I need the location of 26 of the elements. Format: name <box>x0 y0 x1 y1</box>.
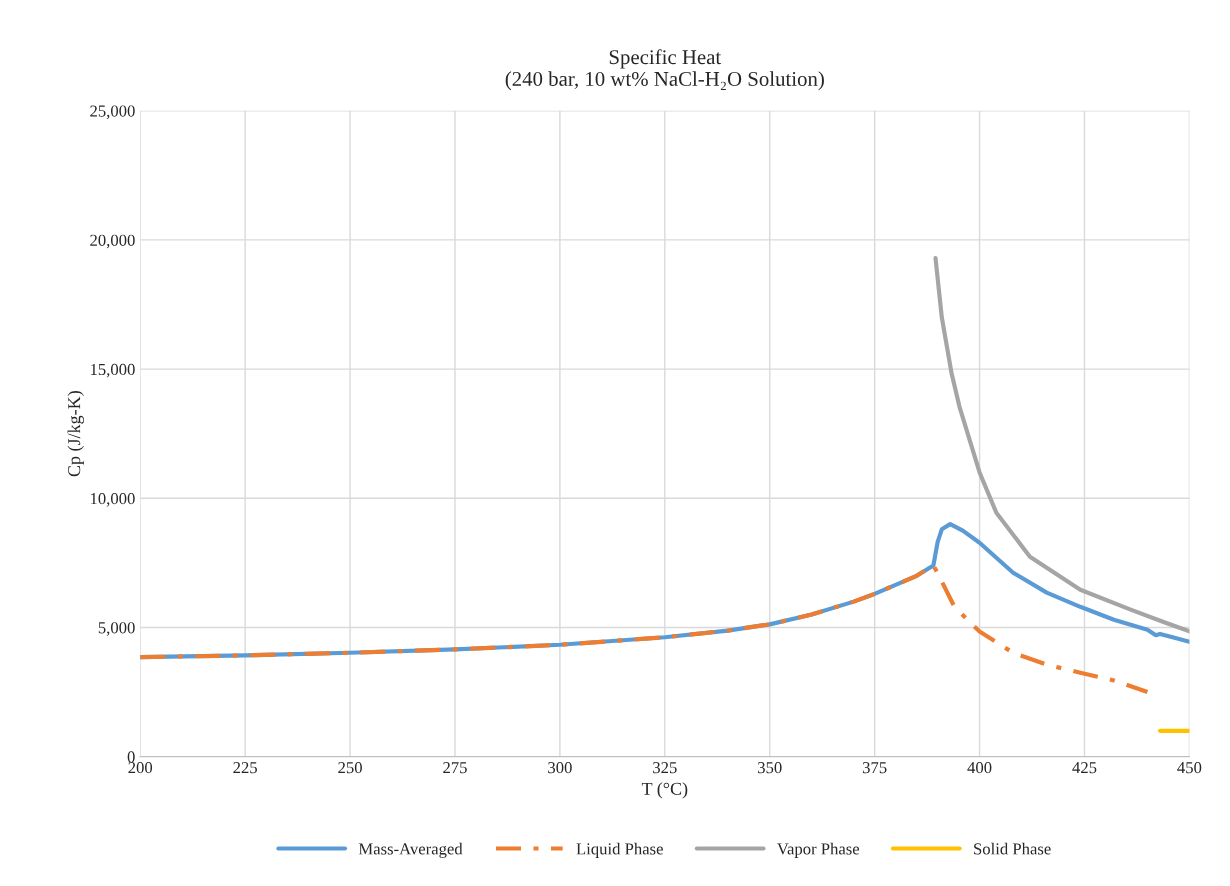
legend-label: Vapor Phase <box>777 842 860 858</box>
x-tick-label: 250 <box>338 761 362 774</box>
x-tick-label: 225 <box>233 762 257 774</box>
y-tick-label: 20,000 <box>90 234 135 249</box>
x-tick-label: 375 <box>862 762 887 774</box>
x-tick-label: 325 <box>653 762 677 774</box>
y-tick-label: 0 <box>127 751 135 763</box>
x-tick-label: 425 <box>1072 762 1097 774</box>
x-tick-label: 350 <box>758 761 782 774</box>
y-axis-title: Cp (J/kg-K) <box>67 391 84 477</box>
legend-label: Mass-Averaged <box>358 842 463 858</box>
line-series <box>933 255 1190 634</box>
x-tick-label: 200 <box>128 761 153 774</box>
y-tick-label: 15,000 <box>90 363 135 378</box>
y-tick-label: 5,000 <box>98 622 135 636</box>
line-series <box>140 563 1150 695</box>
x-axis-title: T (°C) <box>641 782 688 799</box>
legend-label: Solid Phase <box>974 842 1051 855</box>
x-tick-label: 300 <box>548 761 572 774</box>
x-tick-label: 400 <box>967 761 992 774</box>
y-tick-label: 25,000 <box>90 105 135 120</box>
legend-label: Liquid Phase <box>576 842 663 858</box>
chart-title: Specific Heat (240 bar, 10 wt% NaCl-H₂O Solution) <box>505 49 824 91</box>
x-tick-label: 275 <box>443 762 467 774</box>
x-tick-label: 450 <box>1177 761 1202 774</box>
y-tick-label: 10,000 <box>90 492 135 507</box>
